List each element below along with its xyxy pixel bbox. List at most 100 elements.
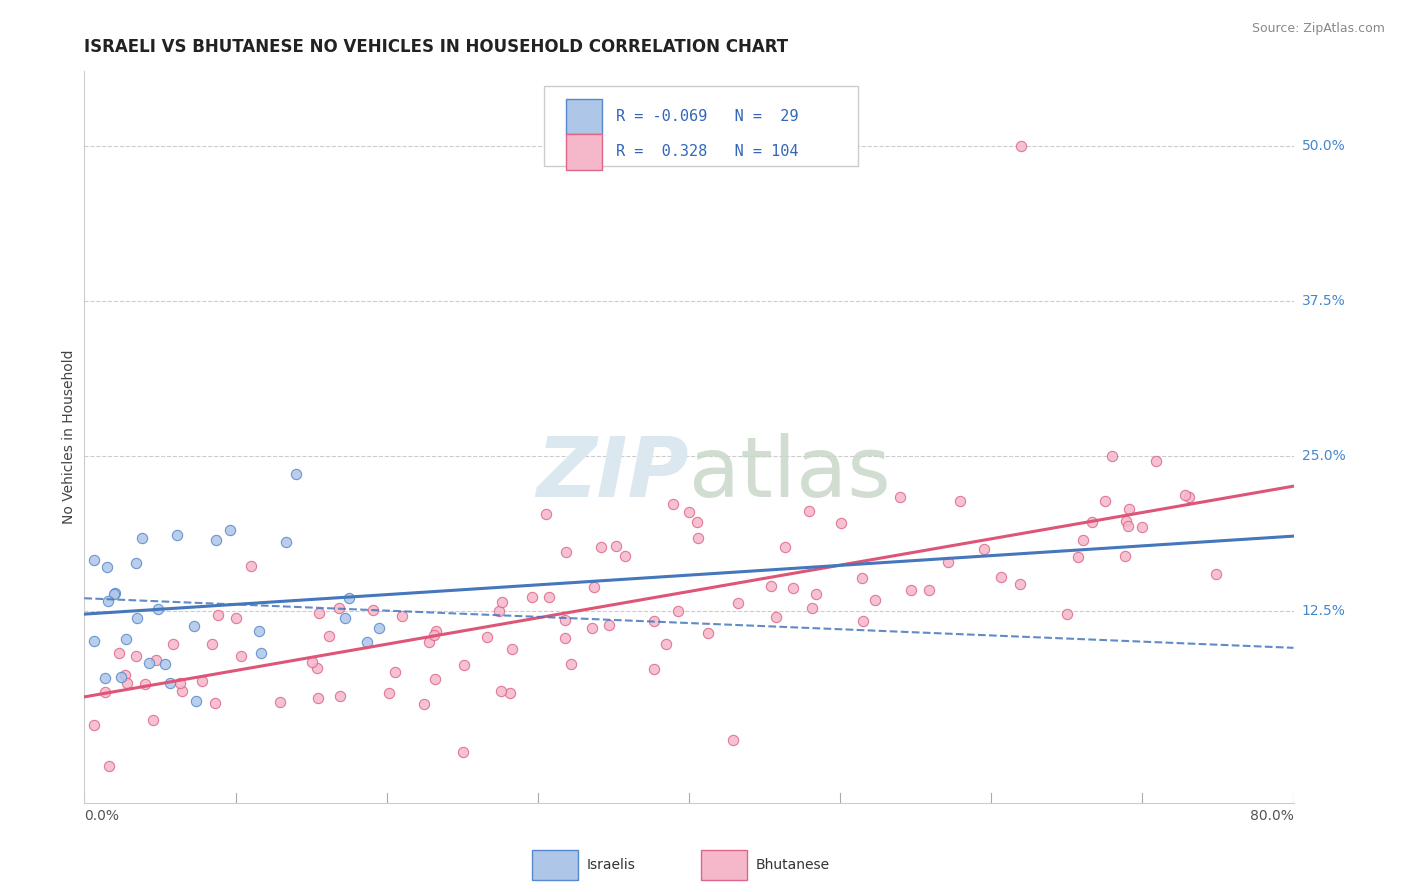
Point: [318, 630, 340, 644]
Point: [207, 607, 229, 622]
Point: [145, 653, 167, 667]
Point: [97, 594, 120, 608]
Point: [1056, 607, 1078, 621]
Point: [391, 609, 413, 624]
Point: [83, 718, 105, 732]
Point: [598, 617, 620, 632]
Point: [127, 611, 149, 625]
Point: [488, 604, 510, 618]
Point: [413, 697, 436, 711]
Point: [1118, 502, 1140, 516]
Point: [125, 556, 148, 570]
Point: [973, 541, 995, 556]
Point: [697, 625, 720, 640]
Point: [900, 582, 922, 597]
Text: atlas: atlas: [689, 434, 890, 514]
Point: [727, 596, 749, 610]
Point: [83, 553, 105, 567]
Point: [990, 570, 1012, 584]
Point: [852, 615, 875, 629]
Point: [666, 604, 689, 618]
Point: [153, 657, 176, 671]
Point: [423, 672, 446, 686]
Point: [356, 635, 378, 649]
Point: [614, 549, 637, 563]
Point: [865, 592, 887, 607]
Point: [191, 674, 214, 689]
Point: [201, 637, 224, 651]
Point: [96, 560, 118, 574]
Point: [285, 467, 308, 482]
Point: [134, 677, 156, 691]
Point: [538, 591, 561, 605]
Point: [851, 571, 873, 585]
Text: 37.5%: 37.5%: [1302, 293, 1346, 308]
Point: [499, 686, 522, 700]
Text: R =  0.328   N = 104: R = 0.328 N = 104: [616, 145, 799, 160]
Text: 25.0%: 25.0%: [1302, 449, 1346, 463]
Point: [328, 600, 350, 615]
Text: 0.0%: 0.0%: [84, 809, 120, 823]
Text: Bhutanese: Bhutanese: [755, 858, 830, 872]
Text: Israelis: Israelis: [586, 858, 636, 872]
Point: [1115, 514, 1137, 528]
Point: [1116, 519, 1139, 533]
Point: [1130, 519, 1153, 533]
Point: [830, 516, 852, 530]
Point: [643, 662, 665, 676]
Point: [797, 504, 820, 518]
Point: [949, 493, 972, 508]
Point: [125, 648, 148, 663]
FancyBboxPatch shape: [565, 135, 602, 169]
Point: [337, 591, 360, 606]
Point: [162, 636, 184, 650]
Point: [384, 665, 406, 680]
Point: [477, 630, 499, 644]
Point: [363, 603, 385, 617]
Point: [589, 541, 612, 555]
Text: 80.0%: 80.0%: [1250, 809, 1294, 823]
Point: [250, 646, 273, 660]
Point: [249, 624, 271, 638]
Point: [368, 621, 391, 635]
Point: [205, 533, 228, 547]
Point: [765, 610, 787, 624]
Point: [1008, 576, 1031, 591]
Text: Source: ZipAtlas.com: Source: ZipAtlas.com: [1251, 22, 1385, 36]
Point: [721, 732, 744, 747]
Point: [554, 631, 576, 645]
Point: [269, 695, 291, 709]
Point: [114, 632, 136, 646]
Point: [801, 601, 824, 615]
Point: [169, 676, 191, 690]
Point: [170, 684, 193, 698]
Point: [146, 601, 169, 615]
Point: [889, 491, 911, 505]
Point: [83, 633, 105, 648]
Point: [94, 685, 117, 699]
Point: [329, 689, 352, 703]
Point: [555, 545, 578, 559]
Y-axis label: No Vehicles in Household: No Vehicles in Household: [62, 350, 76, 524]
Point: [138, 657, 160, 671]
FancyBboxPatch shape: [702, 850, 747, 880]
Text: ISRAELI VS BHUTANESE NO VEHICLES IN HOUSEHOLD CORRELATION CHART: ISRAELI VS BHUTANESE NO VEHICLES IN HOUS…: [84, 38, 789, 56]
Point: [560, 657, 582, 672]
Point: [159, 675, 181, 690]
Point: [218, 523, 240, 537]
Point: [115, 676, 138, 690]
Point: [97, 758, 120, 772]
Point: [423, 628, 446, 642]
Point: [761, 579, 783, 593]
Point: [1144, 454, 1167, 468]
Point: [1071, 533, 1094, 547]
Point: [114, 668, 136, 682]
Point: [655, 637, 678, 651]
Point: [1114, 549, 1136, 563]
Point: [1011, 138, 1033, 153]
Point: [231, 649, 253, 664]
Text: R = -0.069   N =  29: R = -0.069 N = 29: [616, 109, 799, 124]
Point: [583, 580, 606, 594]
Point: [204, 697, 226, 711]
Point: [104, 586, 127, 600]
